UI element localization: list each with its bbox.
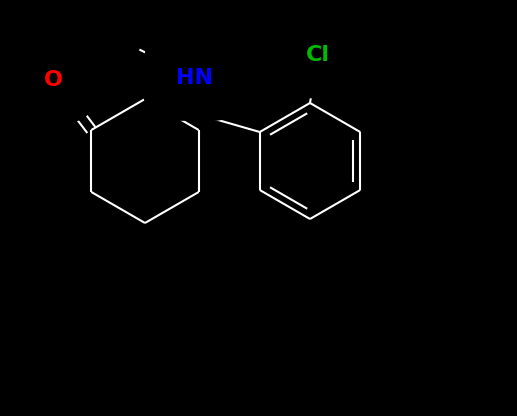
Text: Cl: Cl xyxy=(306,45,330,65)
Text: HN: HN xyxy=(176,67,213,87)
Text: O: O xyxy=(44,70,63,90)
